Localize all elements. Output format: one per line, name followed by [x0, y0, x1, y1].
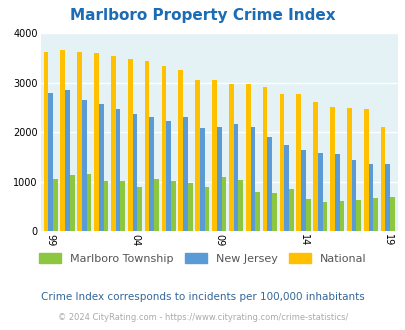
Bar: [111, 56, 115, 231]
Bar: [60, 50, 65, 231]
Bar: [161, 66, 166, 231]
Bar: [166, 121, 171, 231]
Bar: [255, 192, 259, 231]
Bar: [188, 183, 192, 231]
Bar: [363, 109, 368, 231]
Bar: [262, 87, 267, 231]
Text: © 2024 CityRating.com - https://www.cityrating.com/crime-statistics/: © 2024 CityRating.com - https://www.city…: [58, 313, 347, 322]
Bar: [221, 177, 226, 231]
Legend: Marlboro Township, New Jersey, National: Marlboro Township, New Jersey, National: [35, 248, 370, 268]
Bar: [346, 108, 351, 231]
Bar: [212, 80, 216, 231]
Bar: [171, 181, 175, 231]
Bar: [267, 137, 271, 231]
Bar: [149, 117, 154, 231]
Bar: [351, 160, 356, 231]
Bar: [70, 175, 75, 231]
Bar: [305, 199, 310, 231]
Bar: [137, 187, 142, 231]
Bar: [43, 52, 48, 231]
Bar: [115, 109, 120, 231]
Bar: [334, 154, 339, 231]
Bar: [195, 80, 200, 231]
Bar: [183, 117, 188, 231]
Bar: [87, 174, 91, 231]
Bar: [48, 93, 53, 231]
Bar: [53, 179, 58, 231]
Bar: [356, 200, 360, 231]
Bar: [313, 102, 317, 231]
Bar: [200, 128, 204, 231]
Bar: [296, 94, 301, 231]
Bar: [389, 197, 394, 231]
Bar: [65, 90, 70, 231]
Bar: [120, 181, 125, 231]
Bar: [329, 107, 334, 231]
Bar: [132, 114, 137, 231]
Bar: [380, 127, 384, 231]
Bar: [233, 124, 238, 231]
Bar: [301, 150, 305, 231]
Bar: [99, 104, 103, 231]
Bar: [245, 84, 250, 231]
Bar: [271, 193, 276, 231]
Bar: [204, 187, 209, 231]
Text: Marlboro Property Crime Index: Marlboro Property Crime Index: [70, 8, 335, 23]
Bar: [288, 189, 293, 231]
Bar: [103, 181, 108, 231]
Bar: [178, 70, 183, 231]
Bar: [128, 59, 132, 231]
Bar: [322, 202, 326, 231]
Bar: [339, 201, 343, 231]
Bar: [279, 94, 283, 231]
Bar: [384, 164, 389, 231]
Bar: [228, 84, 233, 231]
Bar: [145, 61, 149, 231]
Bar: [77, 52, 82, 231]
Bar: [250, 127, 255, 231]
Bar: [372, 198, 377, 231]
Bar: [317, 153, 322, 231]
Bar: [284, 145, 288, 231]
Bar: [94, 53, 99, 231]
Bar: [238, 180, 243, 231]
Text: Crime Index corresponds to incidents per 100,000 inhabitants: Crime Index corresponds to incidents per…: [41, 292, 364, 302]
Bar: [216, 127, 221, 231]
Bar: [82, 100, 87, 231]
Bar: [368, 164, 372, 231]
Bar: [154, 179, 158, 231]
